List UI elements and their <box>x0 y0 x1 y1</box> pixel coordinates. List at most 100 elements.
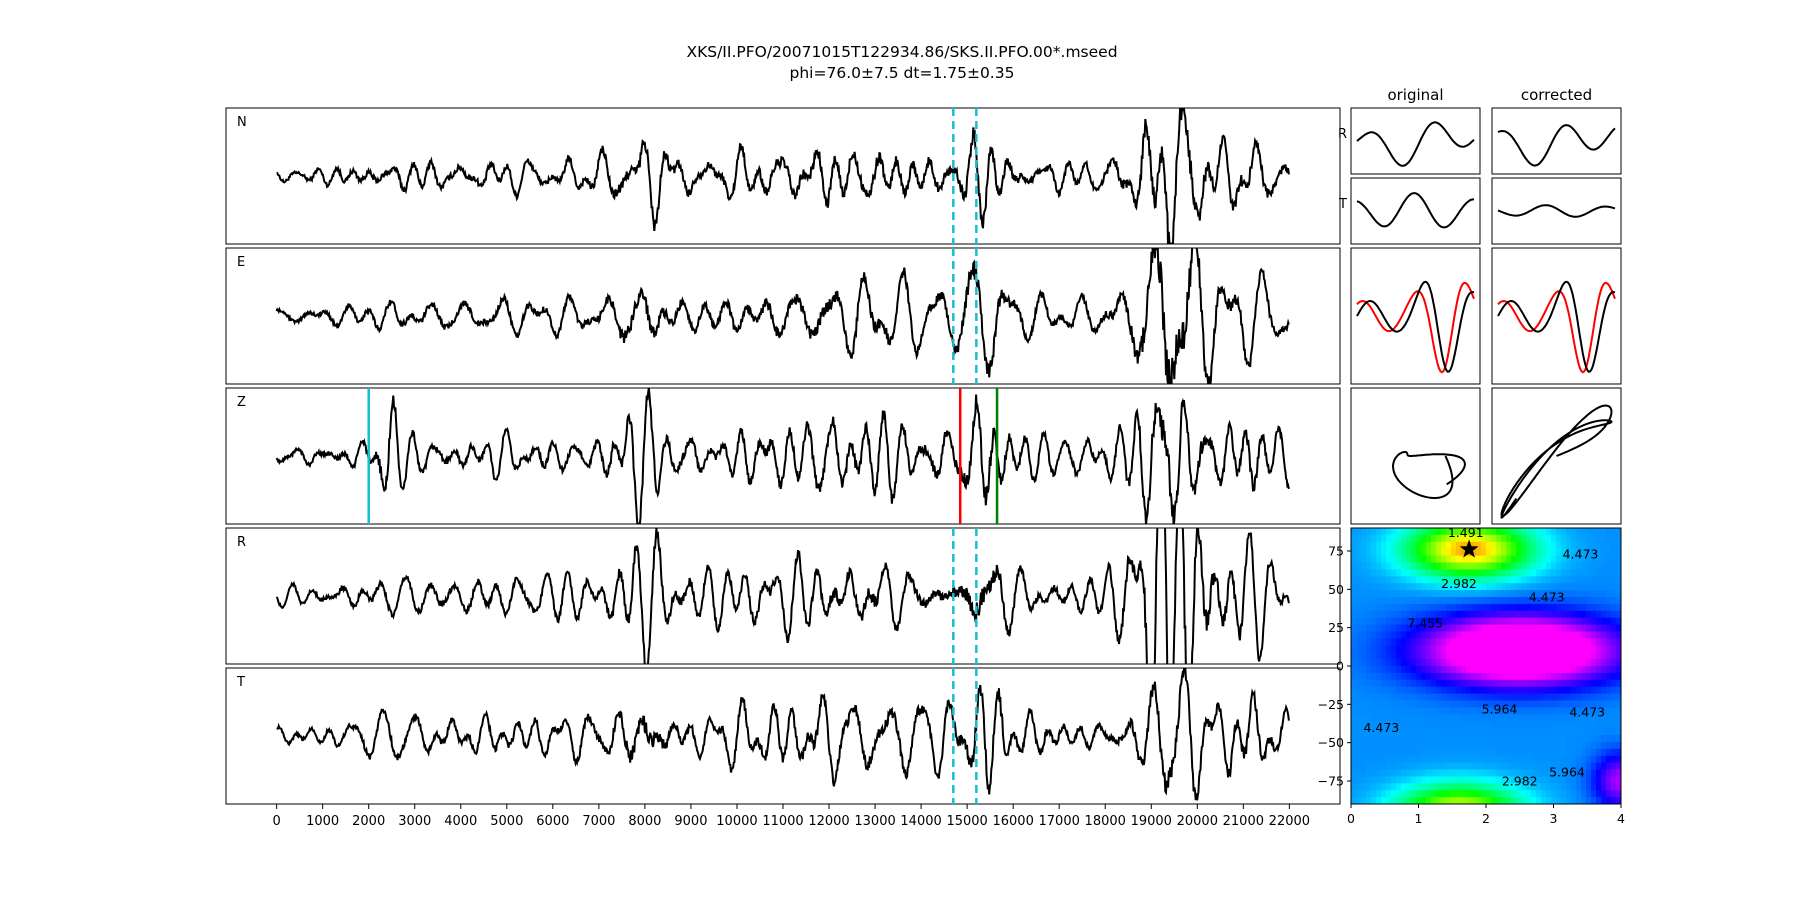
heat-cell <box>1601 790 1607 798</box>
heat-cell <box>1556 652 1562 660</box>
heat-cell <box>1361 721 1367 729</box>
heat-cell <box>1376 693 1382 702</box>
heat-cell <box>1536 638 1542 646</box>
heat-cell <box>1411 721 1417 729</box>
heat-cell <box>1461 624 1467 633</box>
heat-cell <box>1356 534 1362 543</box>
heat-cell <box>1531 652 1537 660</box>
heat-cell <box>1396 776 1402 784</box>
heat-cell <box>1476 755 1482 764</box>
heat-cell <box>1601 638 1607 646</box>
heat-cell <box>1461 797 1467 804</box>
heat-cell <box>1611 679 1617 688</box>
heat-cell <box>1571 721 1577 729</box>
heat-cell <box>1376 645 1382 653</box>
heat-cell <box>1426 534 1432 543</box>
heat-cell <box>1496 672 1502 681</box>
heat-cell <box>1536 769 1542 777</box>
trace-label-n: N <box>237 115 247 130</box>
heat-cell <box>1396 569 1402 577</box>
heat-cell <box>1521 721 1527 729</box>
heat-cell <box>1356 610 1362 619</box>
heat-cell <box>1551 659 1557 667</box>
heat-cell <box>1426 624 1432 633</box>
heat-cell <box>1551 590 1557 598</box>
heat-cell <box>1561 769 1567 777</box>
heat-cell <box>1466 693 1472 702</box>
heat-cell <box>1616 721 1621 729</box>
heat-cell <box>1511 741 1517 750</box>
heat-cell <box>1556 741 1562 750</box>
heat-cell <box>1561 610 1567 619</box>
heat-cell <box>1566 700 1572 708</box>
heat-cell <box>1451 693 1457 702</box>
row-label-0: R <box>1338 127 1347 142</box>
heat-cell <box>1586 576 1592 584</box>
heat-cell <box>1541 590 1547 598</box>
heat-cell <box>1371 583 1377 591</box>
heat-cell <box>1426 597 1432 605</box>
heat-cell <box>1576 714 1582 722</box>
heat-cell <box>1396 555 1402 564</box>
heat-cell <box>1556 755 1562 764</box>
heat-cell <box>1411 741 1417 750</box>
heat-cell <box>1476 528 1482 536</box>
heat-cell <box>1431 721 1437 729</box>
heat-cell <box>1411 597 1417 605</box>
heat-cell <box>1466 555 1472 564</box>
heat-cell <box>1351 707 1357 715</box>
heat-cell <box>1391 672 1397 681</box>
heat-cell <box>1386 755 1392 764</box>
heat-cell <box>1401 576 1407 584</box>
heat-cell <box>1531 597 1537 605</box>
heat-cell <box>1566 624 1572 633</box>
heat-cell <box>1386 714 1392 722</box>
heat-cell <box>1436 590 1442 598</box>
heat-cell <box>1391 528 1397 536</box>
heat-cell <box>1506 624 1512 633</box>
heat-cell <box>1391 693 1397 702</box>
heat-cell <box>1576 597 1582 605</box>
heat-cell <box>1431 617 1437 626</box>
heat-cell <box>1571 672 1577 681</box>
heat-cell <box>1611 528 1617 536</box>
heat-cell <box>1551 645 1557 653</box>
heat-cell <box>1351 631 1357 639</box>
heat-cell <box>1391 652 1397 660</box>
heat-cell <box>1406 700 1412 708</box>
heat-cell <box>1431 700 1437 708</box>
heat-cell <box>1591 741 1597 750</box>
heat-cell <box>1406 638 1412 646</box>
heat-cell <box>1611 562 1617 570</box>
heat-cell <box>1516 576 1522 584</box>
heat-cell <box>1591 534 1597 543</box>
heat-cell <box>1476 645 1482 653</box>
heat-cell <box>1386 645 1392 653</box>
heat-cell <box>1416 776 1422 784</box>
heat-cell <box>1586 686 1592 695</box>
heat-cell <box>1526 576 1532 584</box>
heat-cell <box>1466 617 1472 626</box>
heat-cell <box>1441 797 1447 804</box>
heat-cell <box>1561 548 1567 557</box>
heat-cell <box>1396 693 1402 702</box>
heat-cell <box>1551 735 1557 743</box>
heat-cell <box>1466 631 1472 639</box>
heat-cell <box>1516 783 1522 791</box>
heat-cell <box>1606 590 1612 598</box>
heat-cell <box>1496 638 1502 646</box>
heat-cell <box>1496 597 1502 605</box>
heat-cell <box>1586 638 1592 646</box>
heat-cell <box>1561 686 1567 695</box>
heat-cell <box>1596 583 1602 591</box>
heat-cell <box>1521 631 1527 639</box>
particle-motion <box>1391 451 1466 499</box>
heat-cell <box>1511 672 1517 681</box>
trace-panel-n: N <box>225 107 1341 245</box>
heat-cell <box>1421 597 1427 605</box>
heat-cell <box>1536 576 1542 584</box>
heat-cell <box>1451 631 1457 639</box>
heat-cell <box>1461 528 1467 536</box>
heat-cell <box>1521 652 1527 660</box>
heat-cell <box>1456 776 1462 784</box>
